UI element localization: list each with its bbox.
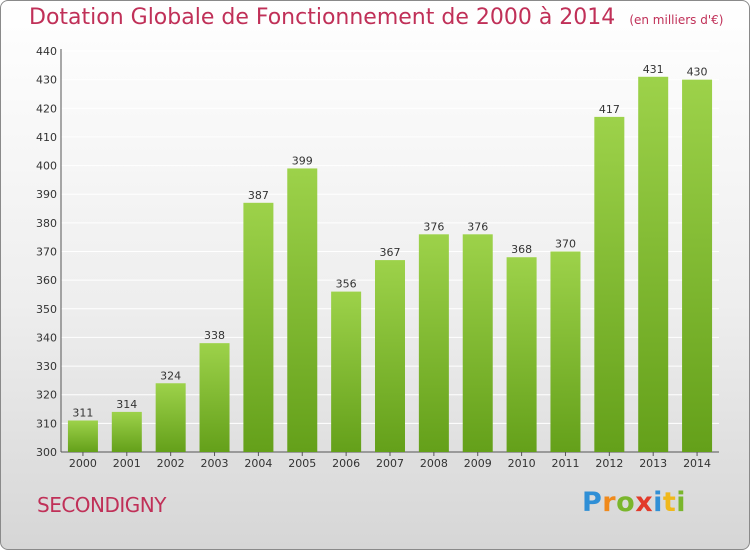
data-label: 368: [511, 243, 532, 256]
logo-letter: i: [676, 487, 687, 518]
chart-title: Dotation Globale de Fonctionnement de 20…: [29, 5, 723, 30]
y-tick-label: 350: [36, 303, 57, 316]
x-tick-label: 2005: [288, 457, 316, 470]
y-tick-label: 410: [36, 131, 57, 144]
y-tick-label: 310: [36, 417, 57, 430]
y-tick-label: 340: [36, 331, 57, 344]
x-tick-label: 2006: [332, 457, 360, 470]
data-label: 338: [204, 329, 225, 342]
data-label: 376: [423, 220, 444, 233]
x-tick-label: 2011: [551, 457, 579, 470]
y-tick-label: 400: [36, 160, 57, 173]
data-label: 314: [116, 398, 137, 411]
x-tick-label: 2013: [639, 457, 667, 470]
labels: 300 310 320 330 340 350 360 370 380 390 400 410 420 4…: [36, 45, 711, 470]
data-label: 431: [643, 63, 664, 76]
bar: [506, 257, 537, 452]
y-tick-label: 330: [36, 360, 57, 373]
commune-name: SECONDIGNY: [37, 493, 166, 517]
data-label: 356: [336, 278, 357, 291]
logo-letter: o: [616, 487, 636, 518]
y-tick-label: 430: [36, 74, 57, 87]
bar: [550, 251, 581, 452]
bar: [287, 168, 318, 452]
bar: [375, 260, 405, 452]
title-text: Dotation Globale de Fonctionnement de 20…: [29, 5, 616, 30]
bar: [331, 291, 362, 452]
logo-letter: P: [582, 487, 603, 518]
data-label: 324: [160, 369, 181, 382]
data-label: 370: [555, 238, 576, 251]
bar: [155, 383, 186, 452]
x-tick-label: 2009: [464, 457, 492, 470]
logo-letter: t: [662, 487, 677, 518]
bars: [67, 76, 713, 453]
proxiti-logo: Proxiti: [582, 487, 686, 518]
x-tick-label: 2008: [420, 457, 448, 470]
y-tick-label: 360: [36, 274, 57, 287]
y-tick-label: 440: [36, 45, 57, 58]
bar: [638, 76, 669, 453]
y-tick-label: 380: [36, 217, 57, 230]
data-label: 311: [72, 406, 93, 419]
data-label: 367: [380, 246, 401, 259]
bar: [682, 79, 713, 453]
data-label: 399: [292, 154, 313, 167]
logo-letter: r: [602, 487, 617, 518]
unit-text: (en milliers d'€): [629, 13, 724, 27]
bar: [67, 420, 98, 452]
logo-letter: i: [653, 487, 663, 518]
y-tick-label: 390: [36, 188, 57, 201]
x-tick-label: 2010: [508, 457, 536, 470]
y-tick-label: 370: [36, 246, 57, 259]
bar: [111, 411, 142, 452]
bar: [462, 234, 493, 452]
data-label: 430: [687, 66, 708, 79]
y-tick-label: 420: [36, 102, 57, 115]
x-tick-label: 2000: [69, 457, 97, 470]
data-label: 417: [599, 103, 620, 116]
x-tick-label: 2004: [244, 457, 272, 470]
y-tick-label: 320: [36, 389, 57, 402]
x-tick-label: 2007: [376, 457, 404, 470]
x-tick-label: 2001: [113, 457, 141, 470]
x-tick-label: 2012: [595, 457, 623, 470]
y-tick-label: 300: [36, 446, 57, 459]
data-label: 376: [467, 220, 488, 233]
data-label: 387: [248, 189, 269, 202]
bar: [199, 343, 230, 452]
bar: [418, 234, 449, 452]
x-tick-label: 2002: [157, 457, 185, 470]
x-tick-label: 2014: [683, 457, 711, 470]
x-tick-label: 2003: [201, 457, 229, 470]
bar: [594, 116, 625, 452]
logo-letter: x: [635, 487, 654, 518]
bar: [243, 202, 274, 452]
